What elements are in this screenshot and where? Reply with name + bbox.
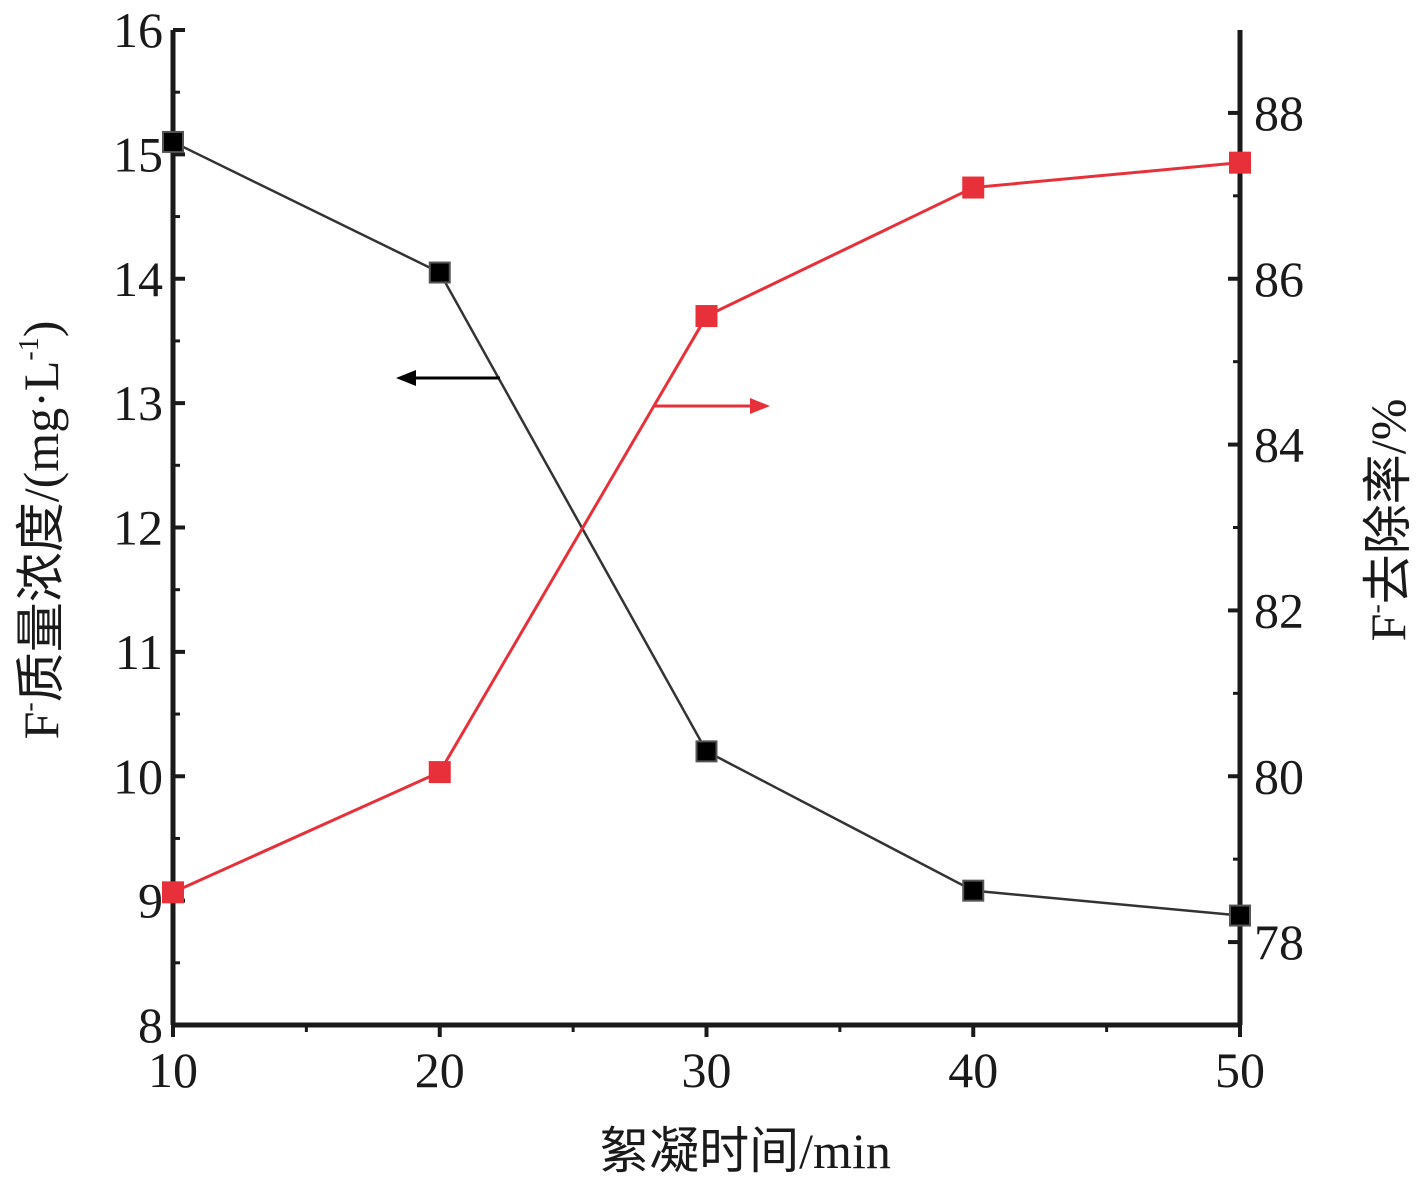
y-right-tick-label: 86 [1254,251,1304,307]
y-right-tick-label: 88 [1254,85,1304,141]
y-left-title-sup2: -1 [14,337,45,360]
annotations-group [396,370,770,414]
series-1-line [172,140,1241,917]
left-axis-arrow-head [396,370,416,386]
x-tick-label: 20 [415,1042,465,1098]
y-left-title-sup: - [14,702,45,711]
x-axis-title: 絮凝时间/min [599,1123,891,1179]
series-group [162,130,1251,927]
y-left-tick-label: 8 [138,997,163,1053]
x-tick-label: 50 [1215,1042,1265,1098]
y-right-axis-title: F-去除率/% [1360,399,1416,642]
y-left-tick-label: 9 [138,873,163,929]
y-right-tick-label: 82 [1254,582,1304,638]
y-left-title-suffix: ) [13,321,69,338]
x-tick-label: 30 [682,1042,732,1098]
x-tick-label: 10 [148,1042,198,1098]
y-left-title-main: 质量浓度/(mg·L [13,361,69,703]
series-1-marker [1229,904,1251,927]
series-2-marker [428,761,451,784]
series-2-marker [162,881,184,904]
y-right-tick-label: 84 [1254,417,1304,473]
y-right-title-main: 去除率/% [1360,399,1416,605]
y-left-tick-label: 15 [113,126,163,182]
y-left-tick-label: 14 [113,251,163,307]
series-1-marker [695,740,718,763]
y-left-title-prefix: F [13,712,69,740]
series-2-marker [1229,151,1251,174]
series-2-line [172,161,1241,894]
series-1-marker [428,261,451,284]
y-left-tick-label: 12 [113,500,163,556]
y-left-tick-label: 13 [113,375,163,431]
x-tick-label: 40 [948,1042,998,1098]
y-left-tick-label: 11 [115,624,163,680]
y-left-axis-title: F-质量浓度/(mg·L-1) [13,321,69,740]
series-1-marker [162,130,184,153]
y-right-tick-label: 80 [1254,748,1304,804]
series-1-marker [962,879,985,902]
y-right-title-sup: - [1361,604,1392,613]
series-2-marker [962,176,985,199]
axis-titles-group: 絮凝时间/min F-质量浓度/(mg·L-1) F-去除率/% [13,321,1416,1179]
y-left-tick-label: 16 [113,2,163,58]
y-right-tick-label: 78 [1254,914,1304,970]
y-left-tick-label: 10 [113,748,163,804]
right-axis-arrow-head [750,398,770,414]
axes-group: 8 9 10 11 12 13 14 15 16 78 80 82 84 86 88 10 20 30 40 50 [113,2,1304,1098]
series-2-marker [695,305,718,328]
y-right-title-prefix: F [1360,614,1416,642]
